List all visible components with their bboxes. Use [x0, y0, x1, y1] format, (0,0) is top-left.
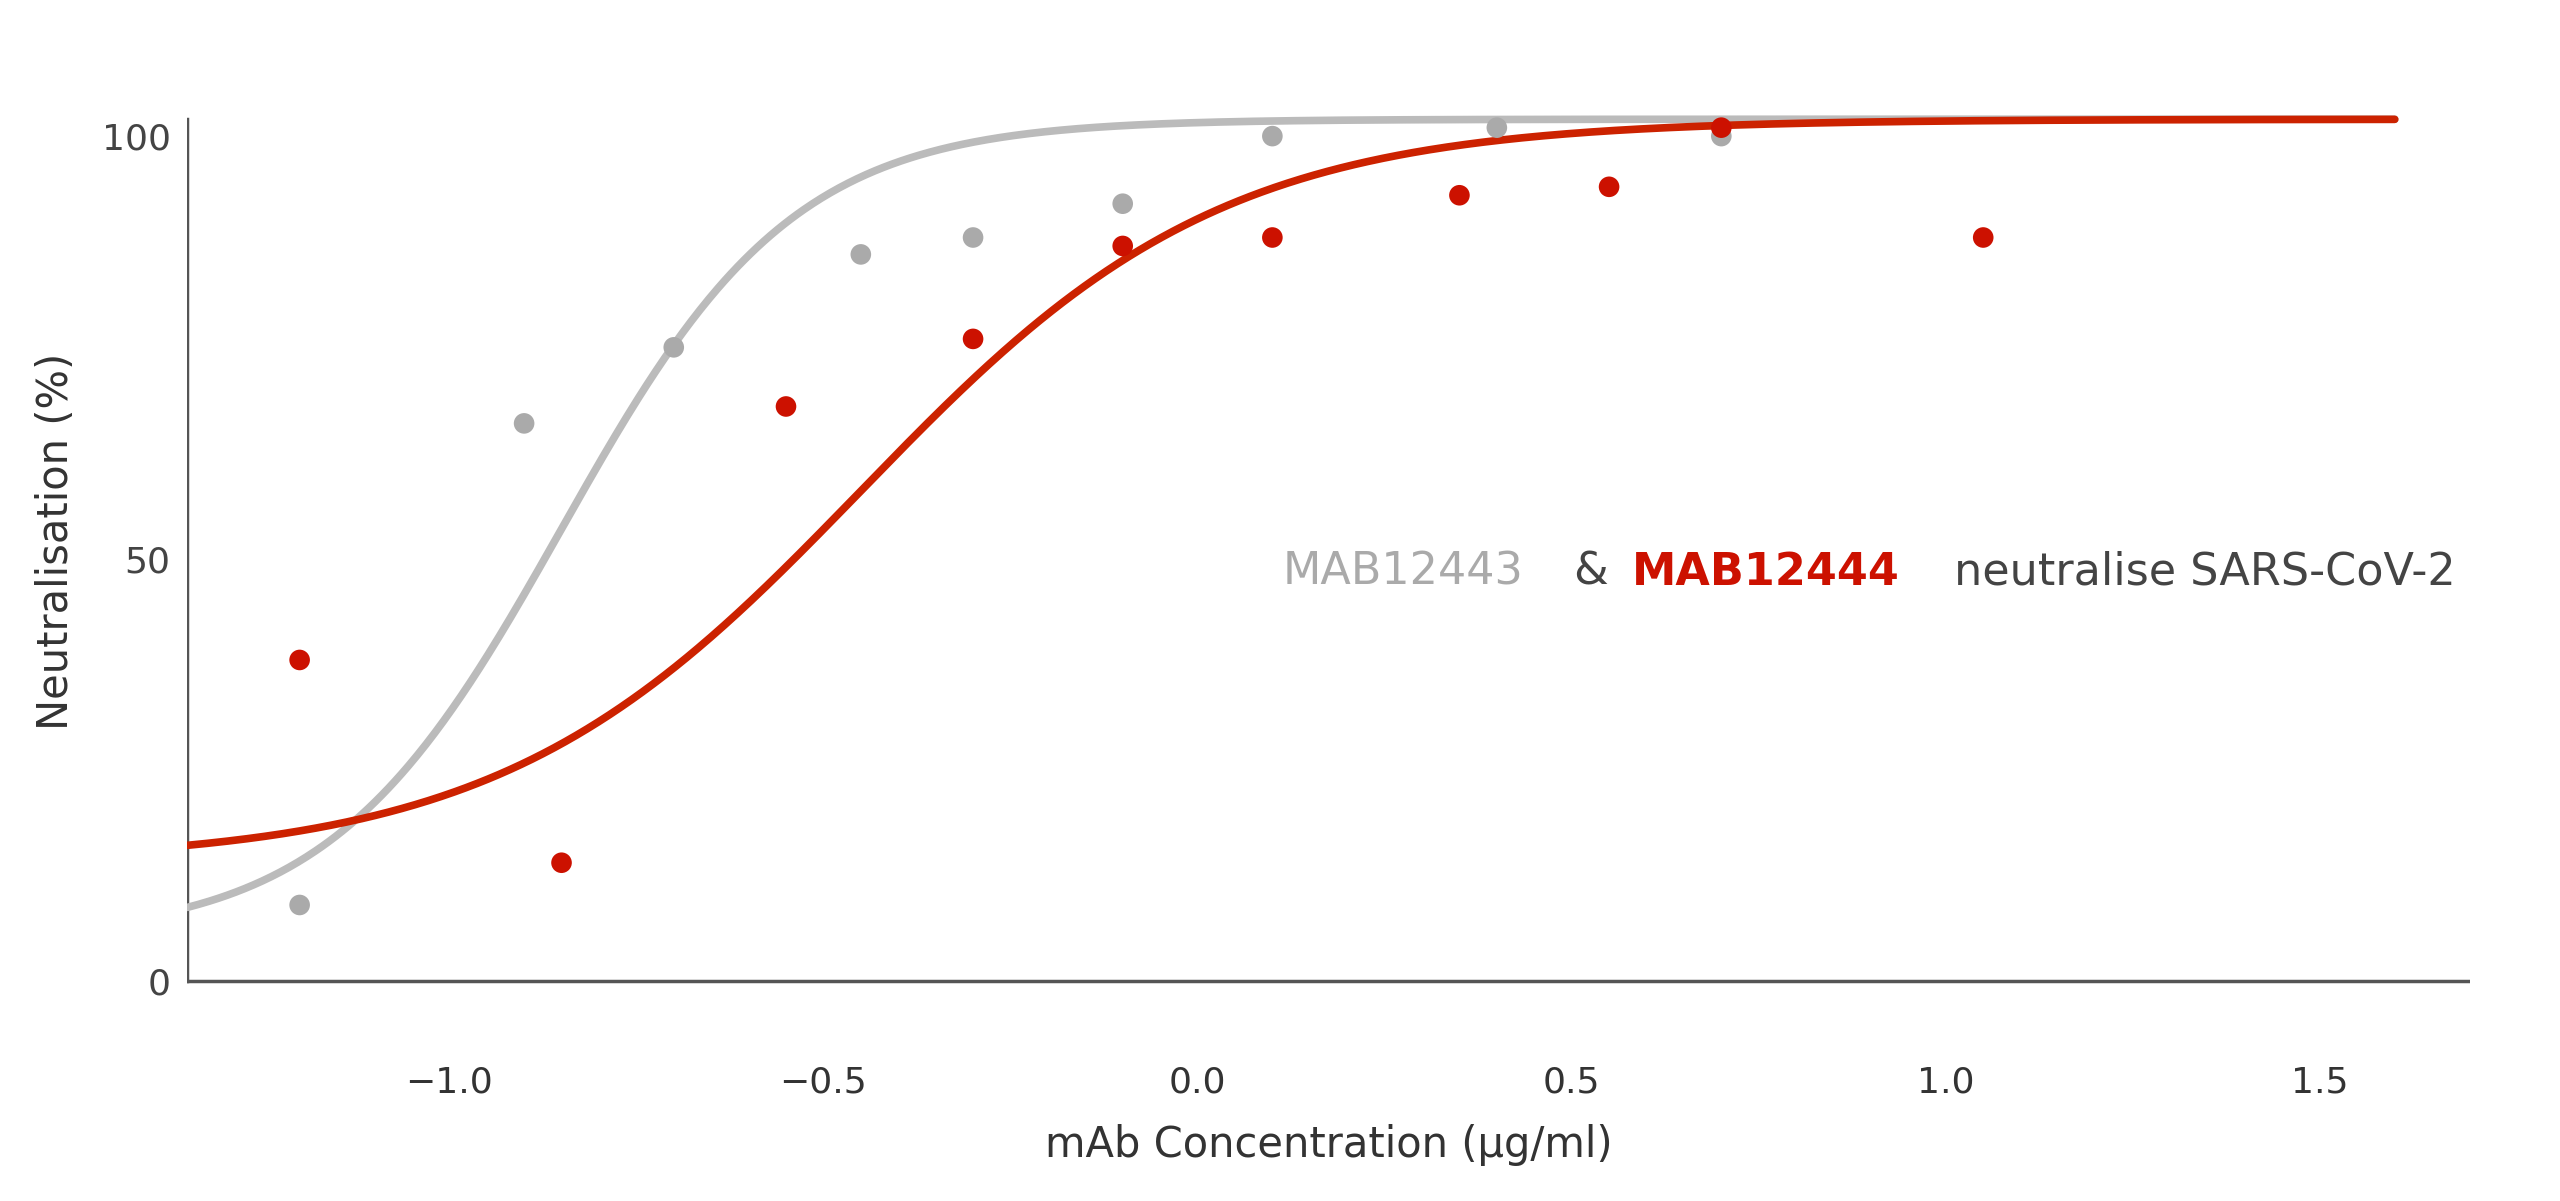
- Y-axis label: Neutralisation (%): Neutralisation (%): [36, 353, 77, 730]
- Point: [1700, 126, 1741, 145]
- Point: [279, 651, 320, 670]
- Point: [952, 329, 993, 348]
- Point: [653, 337, 694, 357]
- Point: [1103, 195, 1144, 214]
- Point: [1700, 118, 1741, 137]
- Point: [1252, 228, 1293, 247]
- Point: [1103, 237, 1144, 256]
- Text: neutralise SARS-CoV-2: neutralise SARS-CoV-2: [1940, 550, 2455, 593]
- Point: [1590, 178, 1631, 197]
- Text: MAB12444: MAB12444: [1633, 550, 1900, 593]
- Text: MAB12443: MAB12443: [1283, 550, 1523, 593]
- X-axis label: mAb Concentration (µg/ml): mAb Concentration (µg/ml): [1044, 1124, 1613, 1166]
- Point: [1439, 186, 1480, 205]
- Point: [1252, 126, 1293, 145]
- Text: &: &: [1559, 550, 1623, 593]
- Point: [1477, 118, 1518, 137]
- Point: [540, 853, 581, 872]
- Point: [952, 228, 993, 247]
- Point: [1964, 228, 2004, 247]
- Point: [279, 896, 320, 915]
- Point: [504, 414, 545, 434]
- Point: [840, 245, 881, 264]
- Point: [765, 396, 806, 416]
